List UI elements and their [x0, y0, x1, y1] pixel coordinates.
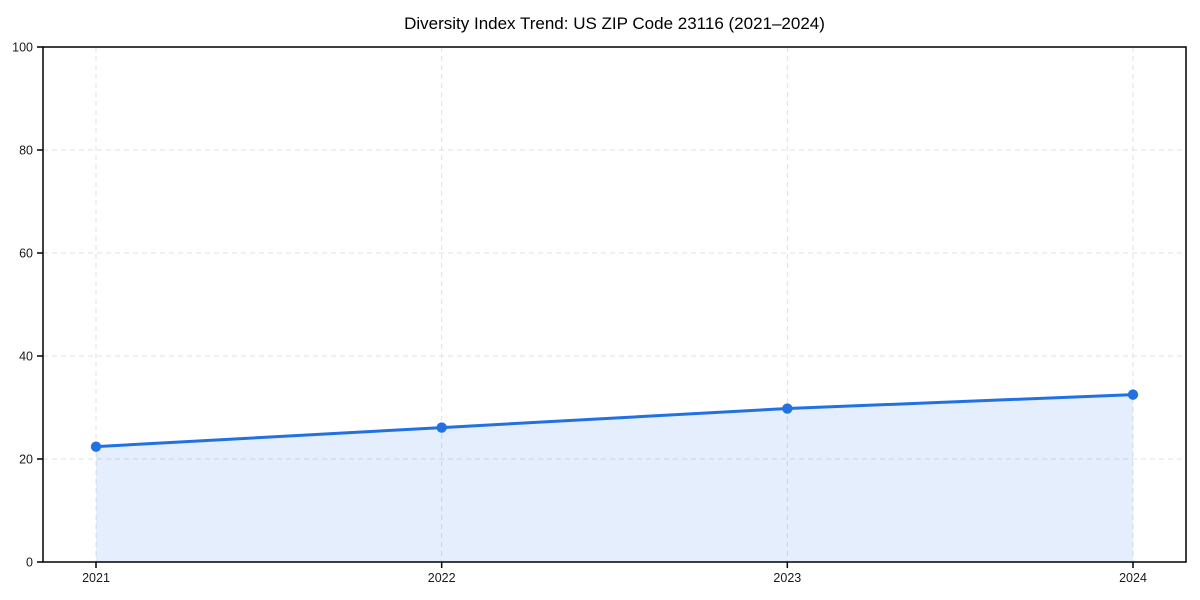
x-tick-label: 2024 — [1119, 571, 1147, 585]
y-tick-label: 40 — [19, 350, 33, 364]
y-tick-label: 20 — [19, 453, 33, 467]
y-tick-label: 0 — [26, 556, 33, 570]
plot-border — [42, 46, 1187, 563]
data-point-marker — [782, 403, 793, 414]
y-tick-label: 100 — [12, 41, 33, 55]
y-tick-label: 60 — [19, 247, 33, 261]
x-tick-label: 2023 — [773, 571, 801, 585]
area-fill — [96, 394, 1133, 562]
trend-line — [94, 393, 1135, 449]
x-tick-label: 2022 — [428, 571, 456, 585]
x-tick-label: 2021 — [82, 571, 110, 585]
chart-title: Diversity Index Trend: US ZIP Code 23116… — [404, 14, 825, 33]
data-point-marker — [90, 441, 102, 452]
data-point-marker — [436, 422, 447, 433]
y-tick-label: 80 — [19, 144, 33, 158]
plot-area: 0 20 40 60 80 100 2021 2022 2023 2024 — [12, 41, 1187, 585]
data-point-marker — [1127, 389, 1139, 400]
